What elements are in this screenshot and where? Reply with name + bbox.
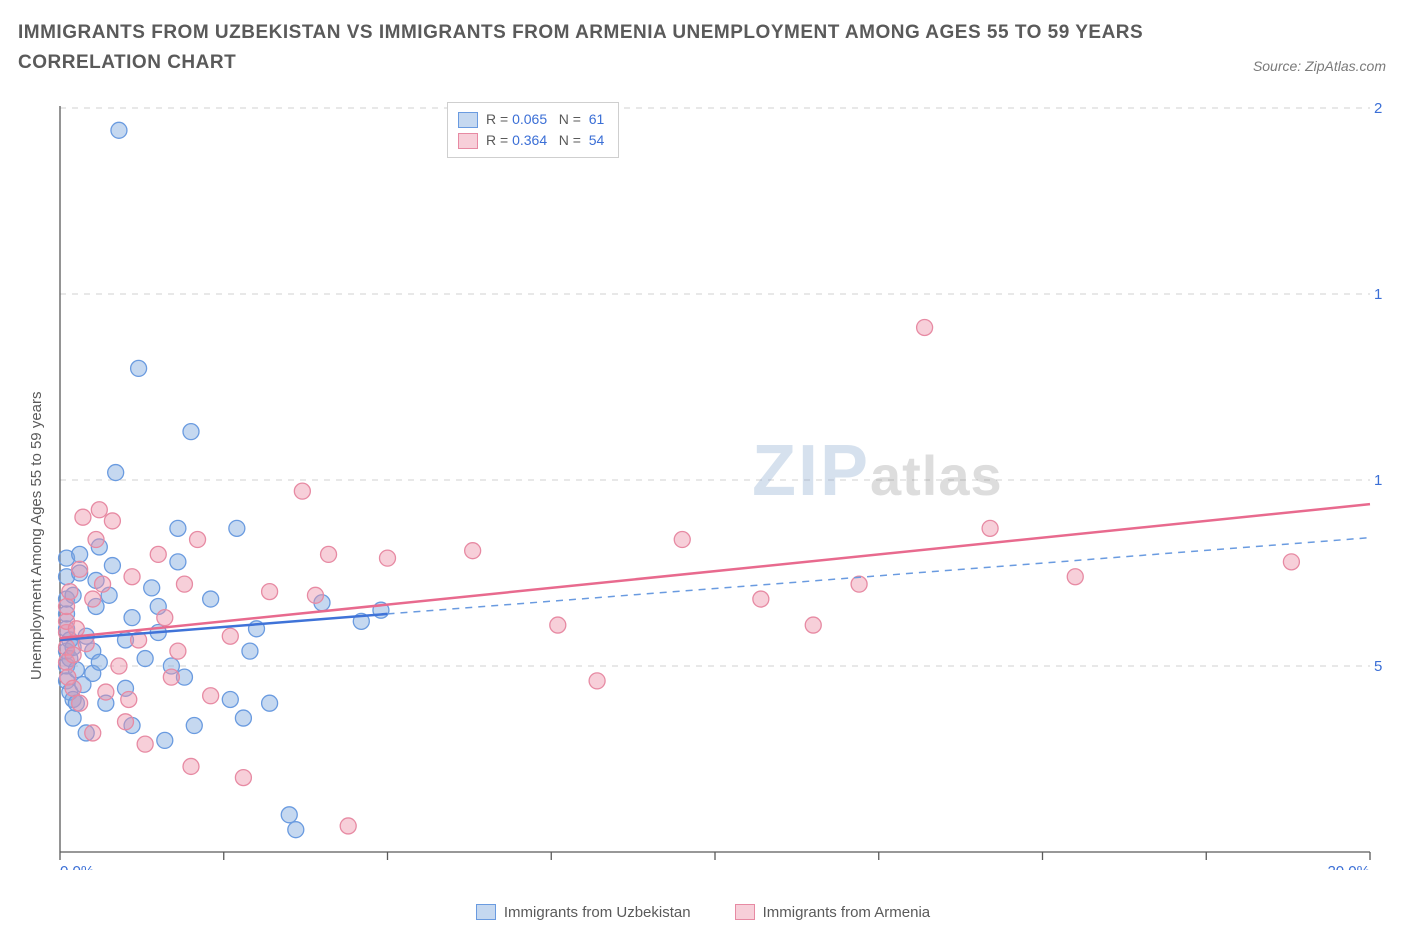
scatter-point	[98, 684, 114, 700]
scatter-point	[72, 695, 88, 711]
scatter-point	[294, 483, 310, 499]
chart-title: IMMIGRANTS FROM UZBEKISTAN VS IMMIGRANTS…	[18, 18, 1206, 79]
scatter-point	[288, 822, 304, 838]
scatter-point	[186, 718, 202, 734]
legend-stats-box: R = 0.065 N = 61R = 0.364 N = 54	[447, 102, 619, 158]
bottom-legend-label: Immigrants from Uzbekistan	[504, 904, 691, 921]
scatter-point	[176, 576, 192, 592]
scatter-point	[982, 520, 998, 536]
scatter-point	[137, 651, 153, 667]
scatter-point	[131, 360, 147, 376]
trend-line-dash	[388, 538, 1371, 614]
scatter-point	[163, 669, 179, 685]
scatter-point	[242, 643, 258, 659]
scatter-point	[380, 550, 396, 566]
scatter-point	[124, 569, 140, 585]
scatter-point	[118, 714, 134, 730]
scatter-point	[550, 617, 566, 633]
legend-swatch	[735, 904, 755, 920]
scatter-point	[753, 591, 769, 607]
bottom-legend-item: Immigrants from Uzbekistan	[476, 904, 691, 921]
scatter-point	[917, 319, 933, 335]
legend-stats-row: R = 0.364 N = 54	[458, 130, 604, 151]
y-right-label: 5.0%	[1374, 658, 1382, 675]
bottom-legend: Immigrants from Uzbekistan Immigrants fro…	[0, 904, 1406, 925]
scatter-point	[91, 654, 107, 670]
chart-area: 5.0%10.0%15.0%20.0%0.0%20.0% ZIPatlas R …	[52, 100, 1382, 870]
scatter-point	[805, 617, 821, 633]
x-max-label: 20.0%	[1327, 863, 1370, 870]
scatter-point	[1067, 569, 1083, 585]
scatter-point	[190, 532, 206, 548]
scatter-point	[203, 688, 219, 704]
scatter-point	[108, 465, 124, 481]
scatter-point	[111, 122, 127, 138]
scatter-point	[222, 628, 238, 644]
legend-stat-text: R = 0.065 N = 61	[486, 109, 604, 130]
scatter-point	[121, 691, 137, 707]
scatter-point	[262, 695, 278, 711]
scatter-point	[72, 561, 88, 577]
scatter-point	[851, 576, 867, 592]
scatter-point	[183, 424, 199, 440]
y-right-label: 15.0%	[1374, 286, 1382, 303]
trend-line	[60, 504, 1370, 638]
scatter-point	[157, 732, 173, 748]
bottom-legend-label: Immigrants from Armenia	[763, 904, 931, 921]
scatter-point	[85, 591, 101, 607]
bottom-legend-item: Immigrants from Armenia	[735, 904, 931, 921]
scatter-point	[340, 818, 356, 834]
legend-swatch	[476, 904, 496, 920]
scatter-point	[183, 758, 199, 774]
legend-swatch	[458, 133, 478, 149]
scatter-point	[104, 558, 120, 574]
source-attribution: Source: ZipAtlas.com	[1253, 58, 1386, 74]
scatter-point	[674, 532, 690, 548]
scatter-point	[170, 643, 186, 659]
y-right-label: 20.0%	[1374, 100, 1382, 117]
scatter-point	[170, 554, 186, 570]
scatter-point	[137, 736, 153, 752]
scatter-point	[170, 520, 186, 536]
scatter-point	[68, 621, 84, 637]
legend-swatch	[458, 112, 478, 128]
scatter-point	[307, 587, 323, 603]
scatter-point	[88, 532, 104, 548]
scatter-point	[229, 520, 245, 536]
chart-container: IMMIGRANTS FROM UZBEKISTAN VS IMMIGRANTS…	[0, 0, 1406, 930]
scatter-point	[62, 584, 78, 600]
scatter-point	[75, 509, 91, 525]
scatter-point	[235, 770, 251, 786]
scatter-point	[1283, 554, 1299, 570]
scatter-point	[281, 807, 297, 823]
scatter-point	[262, 584, 278, 600]
scatter-point	[91, 502, 107, 518]
scatter-point	[144, 580, 160, 596]
scatter-point	[65, 680, 81, 696]
scatter-point	[203, 591, 219, 607]
scatter-point	[72, 546, 88, 562]
scatter-point	[65, 710, 81, 726]
scatter-point	[157, 610, 173, 626]
legend-stat-text: R = 0.364 N = 54	[486, 130, 604, 151]
scatter-point	[222, 691, 238, 707]
scatter-point	[589, 673, 605, 689]
scatter-point	[465, 543, 481, 559]
scatter-point	[85, 725, 101, 741]
scatter-point	[235, 710, 251, 726]
scatter-point	[95, 576, 111, 592]
legend-stats-row: R = 0.065 N = 61	[458, 109, 604, 130]
scatter-point	[150, 546, 166, 562]
x-min-label: 0.0%	[60, 863, 94, 870]
y-right-label: 10.0%	[1374, 472, 1382, 489]
y-axis-title: Unemployment Among Ages 55 to 59 years	[28, 391, 45, 680]
scatter-point	[111, 658, 127, 674]
scatter-point	[124, 610, 140, 626]
scatter-chart-svg: 5.0% 10.0% 15.0% 20.0% 0.0% 20.0%	[52, 100, 1382, 870]
scatter-point	[65, 647, 81, 663]
scatter-point	[321, 546, 337, 562]
scatter-point	[104, 513, 120, 529]
scatter-point	[59, 598, 75, 614]
